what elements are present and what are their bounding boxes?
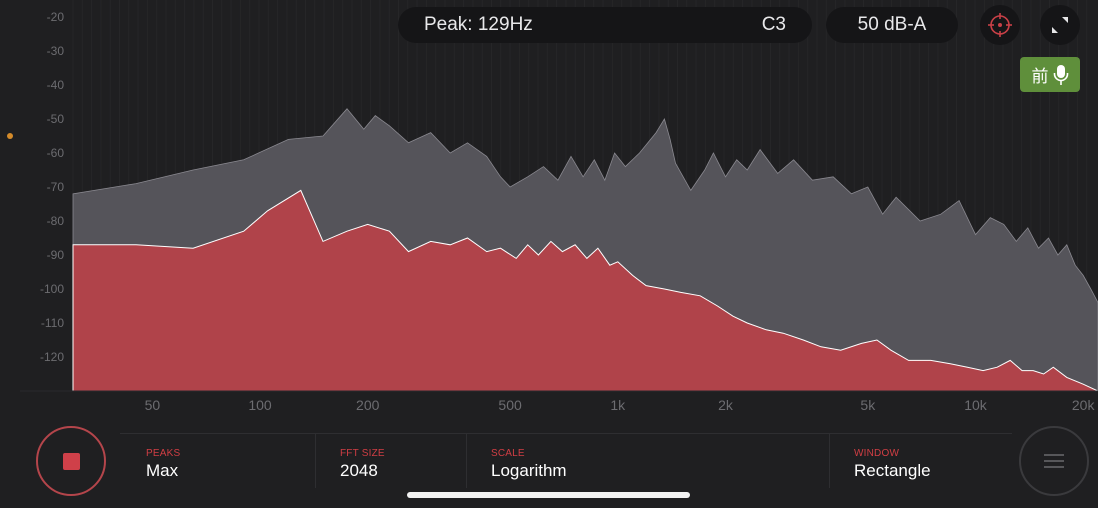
x-tick-label: 50 — [145, 397, 161, 413]
stop-icon — [62, 452, 80, 470]
microphone-selector[interactable]: 前 — [1020, 57, 1080, 92]
setting-separator — [829, 434, 830, 488]
x-tick-label: 10k — [964, 397, 988, 413]
setting-label: PEAKS — [146, 448, 181, 459]
y-tick-label: -90 — [47, 248, 65, 262]
setting-label: FFT SIZE — [340, 448, 385, 459]
peak-frequency-text: Peak: 129Hz — [424, 14, 533, 35]
current-spectrum-area — [72, 189, 1098, 392]
y-tick-label: -100 — [40, 282, 64, 296]
y-tick-label: -50 — [47, 112, 65, 126]
setting-value: Rectangle — [854, 461, 931, 480]
menu-button[interactable] — [1019, 426, 1089, 496]
setting-label: SCALE — [491, 448, 525, 459]
x-tick-label: 500 — [498, 397, 522, 413]
y-tick-label: -20 — [47, 10, 65, 24]
x-tick-label: 200 — [356, 397, 380, 413]
y-tick-label: -110 — [41, 316, 64, 330]
x-tick-label: 2k — [718, 397, 734, 413]
x-tick-label: 1k — [610, 397, 626, 413]
setting-peaks[interactable]: PEAKS Max — [146, 448, 180, 481]
setting-scale[interactable]: SCALE Logarithm — [491, 448, 567, 481]
expand-button[interactable] — [1040, 5, 1080, 45]
y-tick-label: -80 — [47, 214, 65, 228]
x-tick-label: 5k — [860, 397, 876, 413]
y-tick-label: -30 — [47, 44, 65, 58]
x-axis-ticks: 50 100 200 500 1k 2k 5k 10k 20k — [145, 397, 1096, 413]
setting-value: 2048 — [340, 461, 378, 480]
setting-value: Max — [146, 461, 179, 480]
setting-label: WINDOW — [854, 448, 900, 459]
mic-badge-label: 前 — [1031, 67, 1049, 86]
level-readout[interactable]: 50 dB-A — [826, 7, 958, 43]
y-tick-label: -40 — [47, 78, 65, 92]
setting-window[interactable]: WINDOW Rectangle — [854, 448, 931, 481]
level-text: 50 dB-A — [857, 14, 927, 35]
bottom-divider — [120, 433, 1012, 434]
x-tick-label: 20k — [1072, 397, 1096, 413]
hamburger-menu-icon — [1044, 454, 1064, 468]
setting-fft-size[interactable]: FFT SIZE 2048 — [340, 448, 385, 481]
spectrum-plot[interactable]: -20 -30 -40 -50 -60 -70 -80 -90 -100 -110 -120 50 1… — [0, 0, 1098, 420]
y-tick-label: -120 — [40, 350, 64, 364]
microphone-icon — [1053, 64, 1068, 85]
x-tick-label: 100 — [248, 397, 272, 413]
y-tick-label: -70 — [47, 180, 65, 194]
setting-value: Logarithm — [491, 461, 567, 480]
level-indicator-dot — [7, 133, 13, 139]
setting-separator — [466, 434, 467, 488]
crosshair-button[interactable] — [980, 5, 1020, 45]
peak-note-text: C3 — [761, 14, 786, 35]
y-tick-label: -60 — [47, 146, 65, 160]
peak-readout[interactable]: Peak: 129Hz C3 — [398, 7, 812, 43]
y-axis-ticks: -20 -30 -40 -50 -60 -70 -80 -90 -100 -110 -120 — [40, 10, 64, 364]
home-indicator — [407, 492, 690, 498]
expand-icon — [1052, 17, 1068, 33]
crosshair-icon — [988, 13, 1012, 37]
stop-button[interactable] — [36, 426, 106, 496]
setting-separator — [315, 434, 316, 488]
